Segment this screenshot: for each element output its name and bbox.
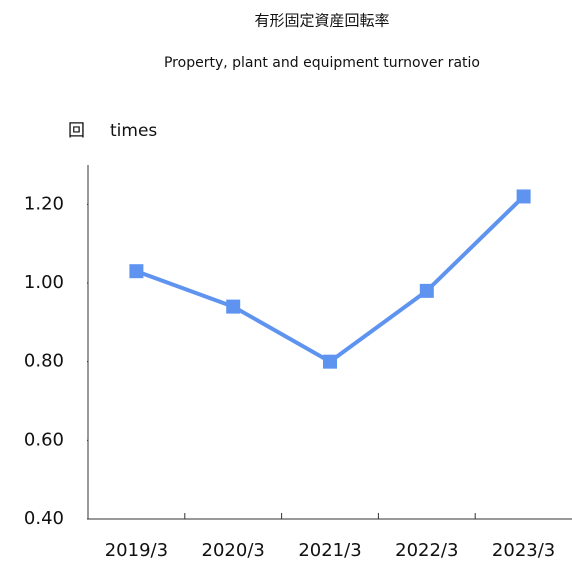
y-tick-label: 1.00 — [24, 272, 64, 293]
x-tick-label: 2023/3 — [492, 540, 555, 561]
x-tick-label: 2021/3 — [298, 540, 361, 561]
x-tick-label: 2019/3 — [105, 540, 168, 561]
x-tick-label: 2022/3 — [395, 540, 458, 561]
y-axis-label: 回 — [68, 121, 85, 141]
y-tick-label: 0.40 — [24, 508, 64, 529]
x-tick-label: 2020/3 — [202, 540, 265, 561]
marker — [226, 299, 241, 314]
y-tick-label: 1.20 — [24, 193, 64, 214]
y-axis-label: times — [110, 121, 157, 141]
marker — [516, 189, 531, 204]
marker — [323, 354, 337, 369]
y-tick-label: 0.60 — [24, 429, 64, 450]
marker — [129, 264, 144, 279]
y-tick-label: 0.80 — [24, 351, 64, 372]
chart-subtitle: Property, plant and equipment turnover r… — [164, 55, 480, 71]
chart-title: 有形固定資産回転率 — [254, 12, 389, 30]
line — [135, 195, 525, 364]
marker — [419, 283, 434, 298]
